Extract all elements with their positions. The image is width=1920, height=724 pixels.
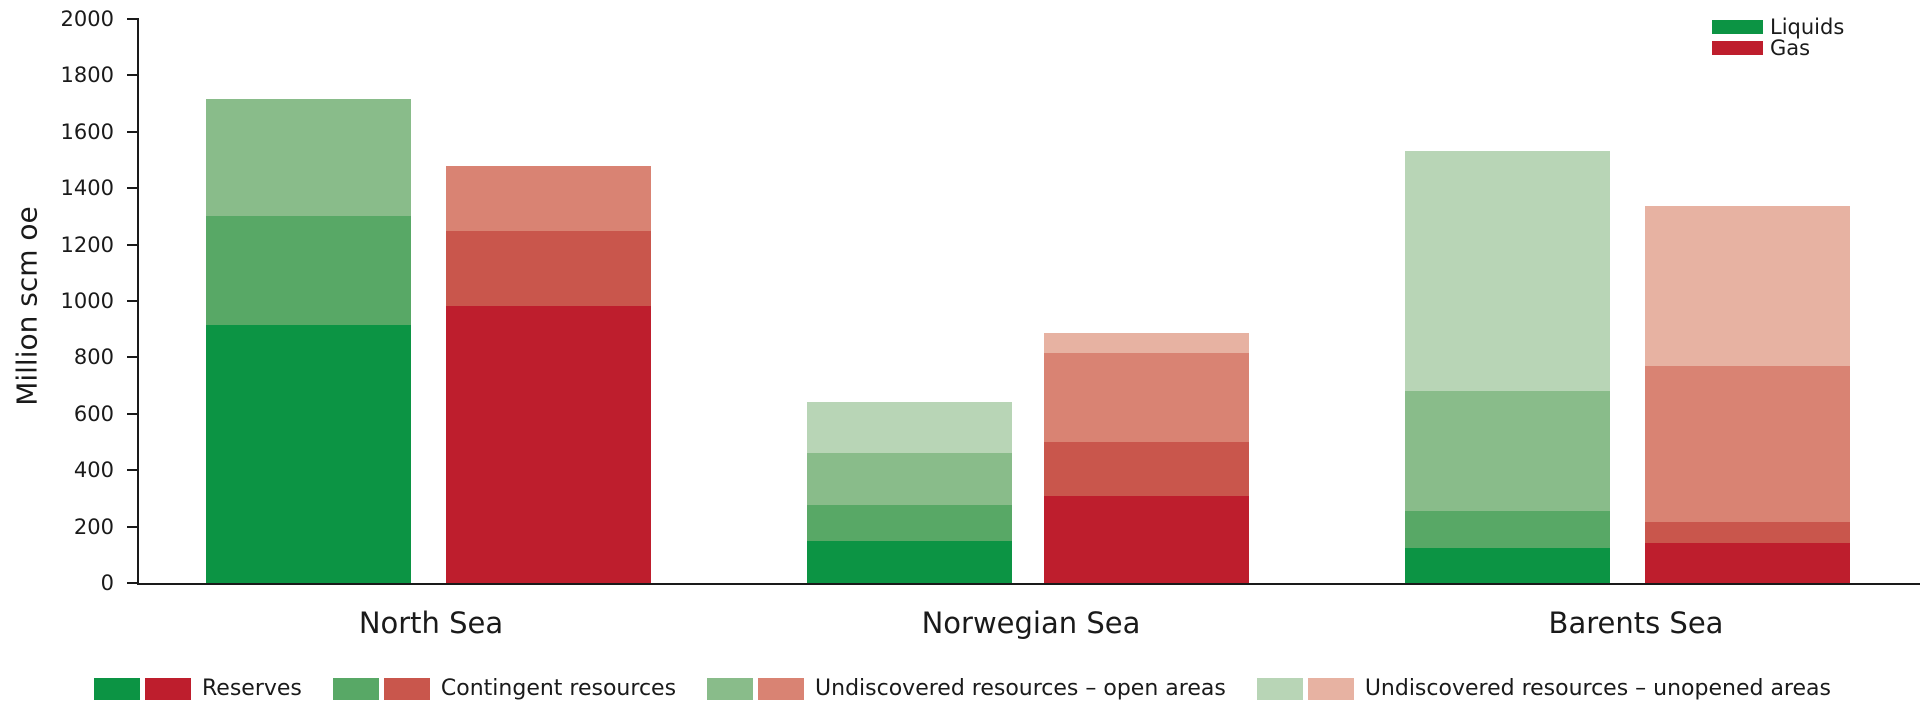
legend-item-gas: Gas [1712, 35, 1844, 60]
liquids-swatch [94, 677, 140, 700]
gas-swatch [1712, 40, 1763, 55]
bar-segment [1645, 205, 1850, 366]
bar-segment [1645, 542, 1850, 583]
bar-segment [1645, 365, 1850, 523]
legend-label: Reserves [202, 676, 302, 701]
y-tick [127, 243, 139, 246]
legend-item-undiscovered-unopened: Undiscovered resources – unopened areas [1256, 676, 1831, 701]
y-tick [127, 469, 139, 472]
bar-segment [1405, 548, 1610, 583]
y-tick-label: 1000 [60, 289, 114, 313]
y-tick-label: 200 [73, 514, 114, 539]
bar-segment [1044, 442, 1249, 496]
y-tick [127, 130, 139, 133]
y-tick [127, 18, 139, 20]
legend-label: Gas [1770, 35, 1811, 60]
legend-label: Liquids [1770, 14, 1845, 39]
y-tick [127, 187, 139, 190]
bar-segment [807, 401, 1012, 453]
legend-item-liquids: Liquids [1712, 14, 1845, 39]
y-tick-label: 600 [73, 401, 114, 426]
bar-north-sea-liquids [206, 0, 411, 724]
bar-segment [206, 324, 411, 583]
gas-swatch [145, 677, 191, 700]
bar-barents-sea-liquids [1405, 0, 1610, 724]
bar-segment [1405, 390, 1610, 512]
y-tick [127, 74, 139, 77]
bar-segment [206, 99, 411, 216]
liquids-swatch [1712, 19, 1763, 34]
y-tick [127, 525, 139, 528]
bar-norwegian-sea-gas [1044, 0, 1249, 724]
legend-label: Undiscovered resources – open areas [815, 676, 1226, 701]
bar-segment [1405, 150, 1610, 391]
x-category-label: North Sea [358, 606, 504, 640]
stack-legend: Reserves Contingent resources Undiscover… [94, 676, 1862, 701]
bar-barents-sea-gas [1645, 0, 1850, 724]
bar-segment [446, 231, 651, 307]
bar-segment [1405, 511, 1610, 549]
bar-segment [1044, 353, 1249, 443]
y-tick-label: 2000 [60, 7, 114, 31]
liquids-swatch [707, 677, 754, 700]
x-axis-line [137, 583, 1920, 585]
y-tick-label: 1200 [60, 232, 114, 257]
y-tick [127, 356, 139, 359]
y-tick-label: 0 [100, 571, 114, 595]
legend-item-undiscovered-open: Undiscovered resources – open areas [707, 676, 1226, 701]
x-category-label: Barents Sea [1548, 606, 1724, 640]
bar-segment [206, 215, 411, 325]
bar-segment [807, 452, 1012, 505]
legend-label: Undiscovered resources – unopened areas [1364, 676, 1831, 701]
bar-segment [446, 165, 651, 232]
y-tick [127, 300, 139, 302]
bar-segment [807, 504, 1012, 541]
gas-swatch [383, 677, 430, 700]
bar-norwegian-sea-liquids [807, 0, 1012, 724]
bar-segment [446, 306, 651, 583]
bar-segment [807, 540, 1012, 583]
y-tick-label: 800 [73, 345, 114, 370]
x-category-label: Norwegian Sea [921, 606, 1141, 640]
legend-label: Contingent resources [440, 676, 677, 701]
y-tick-label: 1600 [60, 119, 114, 144]
y-tick-label: 400 [73, 458, 114, 483]
legend-item-contingent: Contingent resources [332, 676, 677, 701]
bar-segment [1645, 522, 1850, 543]
gas-swatch [1307, 677, 1354, 700]
group-legend: Liquids Gas [1712, 14, 1845, 60]
y-tick [127, 582, 139, 584]
bar-north-sea-gas [446, 0, 651, 724]
liquids-swatch [332, 677, 379, 700]
y-tick-label: 1400 [60, 176, 114, 201]
legend-item-reserves: Reserves [94, 676, 302, 701]
bar-segment [1044, 332, 1249, 354]
bar-segment [1044, 495, 1249, 583]
y-tick [127, 412, 139, 415]
liquids-swatch [1256, 677, 1303, 700]
gas-swatch [758, 677, 805, 700]
y-tick-label: 1800 [60, 63, 114, 88]
